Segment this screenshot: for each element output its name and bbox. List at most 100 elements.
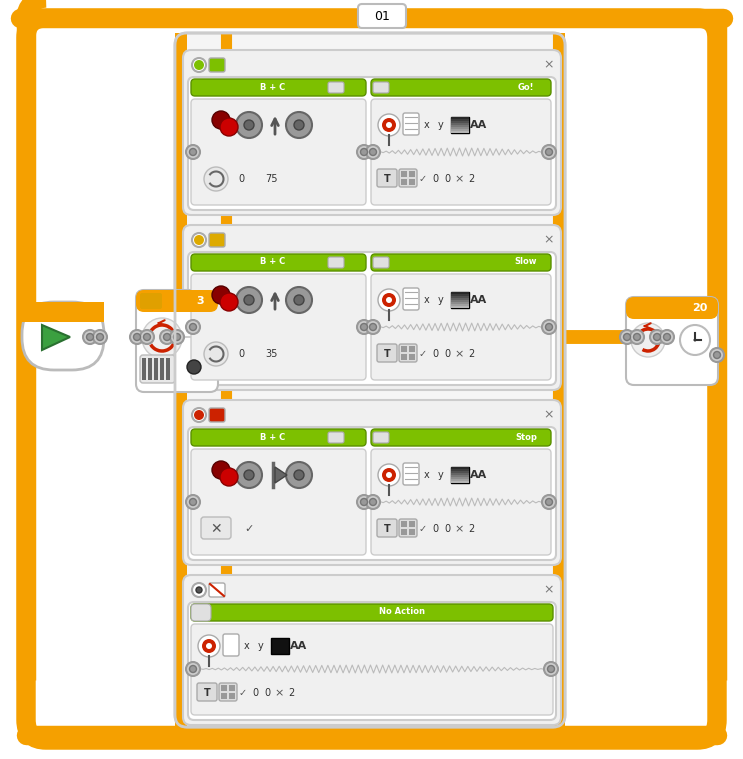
Circle shape	[713, 351, 721, 358]
Bar	[221, 685, 227, 691]
FancyBboxPatch shape	[140, 355, 175, 383]
Circle shape	[140, 330, 154, 344]
Bar	[271, 638, 289, 654]
Bar	[401, 179, 407, 185]
FancyBboxPatch shape	[183, 50, 561, 215]
FancyBboxPatch shape	[377, 169, 397, 187]
Circle shape	[294, 470, 304, 480]
Bar	[451, 467, 469, 483]
Text: x: x	[424, 120, 430, 130]
Text: T: T	[383, 174, 390, 184]
Circle shape	[631, 323, 665, 357]
Bar	[451, 475, 469, 477]
Circle shape	[236, 287, 262, 313]
Circle shape	[360, 149, 368, 156]
Circle shape	[160, 330, 174, 344]
Bar	[409, 354, 415, 360]
Circle shape	[189, 666, 196, 672]
Circle shape	[294, 295, 304, 305]
Circle shape	[236, 112, 262, 138]
Circle shape	[130, 330, 144, 344]
Circle shape	[192, 233, 206, 247]
FancyBboxPatch shape	[377, 519, 397, 537]
FancyBboxPatch shape	[209, 583, 225, 597]
Text: Go!: Go!	[518, 83, 534, 92]
Circle shape	[244, 295, 254, 305]
FancyBboxPatch shape	[191, 449, 366, 555]
Circle shape	[542, 145, 556, 159]
Text: 3: 3	[196, 296, 204, 306]
Text: AA: AA	[470, 120, 487, 130]
FancyBboxPatch shape	[22, 302, 104, 370]
Bar	[409, 529, 415, 535]
Circle shape	[286, 462, 312, 488]
Circle shape	[186, 662, 200, 676]
Text: 2: 2	[468, 524, 474, 534]
Circle shape	[544, 662, 558, 676]
FancyBboxPatch shape	[373, 432, 389, 443]
Circle shape	[86, 333, 94, 341]
Circle shape	[174, 333, 181, 341]
Text: AA: AA	[470, 295, 487, 305]
Text: B + C: B + C	[260, 83, 285, 92]
Text: ×: ×	[544, 408, 554, 421]
Bar	[451, 479, 469, 481]
Bar	[553, 33, 565, 727]
Text: ×: ×	[274, 688, 284, 698]
Bar	[229, 693, 235, 699]
Circle shape	[378, 114, 400, 136]
Bar	[451, 117, 469, 133]
FancyBboxPatch shape	[136, 290, 218, 392]
Text: T: T	[204, 688, 210, 698]
Text: B + C: B + C	[260, 257, 285, 266]
Bar	[401, 529, 407, 535]
Circle shape	[545, 499, 553, 505]
Text: x: x	[424, 470, 430, 480]
Circle shape	[220, 118, 238, 136]
Text: ✓: ✓	[239, 688, 247, 698]
Text: T: T	[383, 349, 390, 359]
Circle shape	[680, 325, 710, 355]
FancyBboxPatch shape	[188, 77, 556, 210]
FancyBboxPatch shape	[358, 4, 406, 28]
FancyBboxPatch shape	[371, 99, 551, 205]
Text: ✓: ✓	[419, 174, 427, 184]
Circle shape	[97, 333, 103, 341]
Polygon shape	[275, 467, 287, 483]
Bar	[409, 179, 415, 185]
Circle shape	[357, 145, 371, 159]
Text: T: T	[383, 524, 390, 534]
Text: 0: 0	[238, 349, 244, 359]
Text: 0: 0	[444, 524, 450, 534]
Text: 2: 2	[468, 349, 474, 359]
Circle shape	[236, 462, 262, 488]
Circle shape	[366, 320, 380, 334]
Circle shape	[382, 118, 396, 132]
Bar	[451, 300, 469, 302]
Bar	[451, 306, 469, 308]
Text: ×: ×	[454, 524, 464, 534]
Circle shape	[382, 293, 396, 307]
Circle shape	[357, 320, 371, 334]
Text: B + C: B + C	[260, 433, 285, 442]
Circle shape	[187, 360, 201, 374]
Circle shape	[192, 583, 206, 597]
Circle shape	[369, 323, 377, 330]
FancyBboxPatch shape	[183, 575, 561, 725]
Text: 0: 0	[444, 349, 450, 359]
Text: ✓: ✓	[419, 524, 427, 534]
Circle shape	[386, 122, 392, 128]
Circle shape	[189, 149, 196, 156]
FancyBboxPatch shape	[371, 274, 551, 380]
FancyBboxPatch shape	[371, 429, 551, 446]
Text: 2: 2	[288, 688, 294, 698]
Bar	[451, 481, 469, 483]
Bar	[409, 171, 415, 177]
Circle shape	[198, 635, 220, 657]
Text: Slow: Slow	[515, 257, 537, 266]
Circle shape	[244, 470, 254, 480]
FancyBboxPatch shape	[136, 290, 218, 312]
Bar	[401, 346, 407, 352]
FancyBboxPatch shape	[191, 604, 211, 621]
Bar	[148, 358, 152, 380]
